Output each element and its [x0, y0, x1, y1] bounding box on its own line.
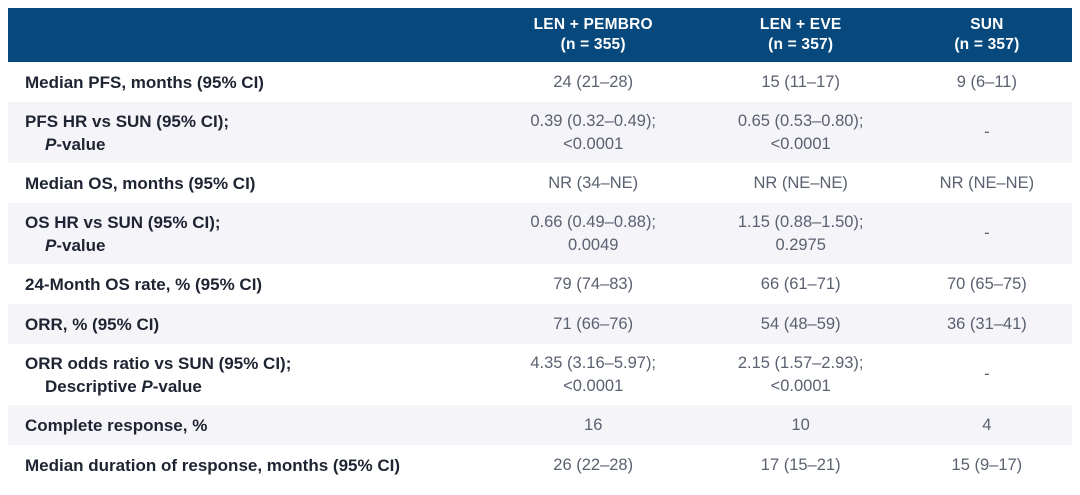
- table-row-median-dor: Median duration of response, months (95%…: [8, 445, 1072, 485]
- cell-value: -: [901, 203, 1072, 264]
- cell-value: -: [984, 365, 990, 383]
- row-label-line2-italic: P: [45, 134, 57, 154]
- column-header-sun: SUN (n = 357): [901, 8, 1072, 62]
- cell-value: -: [901, 102, 1072, 163]
- row-label-line2-rest: -value: [152, 376, 202, 396]
- row-label: 24-Month OS rate, % (95% CI): [25, 274, 263, 294]
- cell-value: 17 (15–21): [760, 455, 841, 474]
- cell-value: 54 (48–59): [699, 304, 902, 344]
- cell-value-line2: <0.0001: [563, 134, 624, 153]
- header-empty-cell: [8, 8, 487, 62]
- cell-value: 2.15 (1.57–2.93); <0.0001: [700, 344, 902, 405]
- row-label-line2-italic: P: [45, 235, 57, 255]
- cell-value-line2: <0.0001: [770, 134, 831, 153]
- row-label: ORR odds ratio vs SUN (95% CI); Descript…: [8, 344, 487, 405]
- cell-value: NR (NE–NE): [939, 173, 1035, 192]
- column-n-count: (n = 355): [560, 36, 626, 53]
- row-label: Median duration of response, months (95%…: [25, 455, 400, 475]
- row-label-line2-pre: Descriptive: [45, 376, 142, 396]
- cell-value: 4: [901, 405, 1072, 445]
- column-title: SUN: [970, 16, 1004, 33]
- cell-value-line2: 0.0049: [567, 235, 619, 254]
- row-label-line2: P-value: [25, 133, 479, 156]
- table-row-24mo-os-rate: 24-Month OS rate, % (95% CI) 79 (74–83) …: [8, 264, 1072, 304]
- row-label-line2: P-value: [25, 234, 479, 257]
- cell-value: 71 (66–76): [486, 304, 700, 344]
- row-label-line1: PFS HR vs SUN (95% CI);: [25, 111, 230, 131]
- column-title: LEN + EVE: [759, 16, 842, 33]
- row-label: PFS HR vs SUN (95% CI); P-value: [8, 102, 487, 163]
- row-label: Median OS, months (95% CI): [25, 173, 256, 193]
- row-label: Complete response, %: [8, 405, 487, 445]
- cell-value: 36 (31–41): [901, 304, 1072, 344]
- cell-value: 10: [699, 405, 902, 445]
- cell-value: 79 (74–83): [553, 274, 634, 293]
- table-row-median-os: Median OS, months (95% CI) NR (34–NE) NR…: [8, 163, 1072, 203]
- cell-value-line2: <0.0001: [770, 376, 831, 395]
- table-row-orr-odds-ratio: ORR odds ratio vs SUN (95% CI); Descript…: [8, 344, 1072, 405]
- cell-value: 15 (9–17): [951, 455, 1023, 474]
- cell-value: 4.35 (3.16–5.97); <0.0001: [487, 344, 700, 405]
- cell-value-line1: 0.39 (0.32–0.49);: [530, 111, 657, 130]
- row-label-line2: Descriptive P-value: [25, 375, 479, 398]
- cell-value: 15 (11–17): [761, 72, 840, 91]
- row-label: Median PFS, months (95% CI): [25, 72, 264, 92]
- column-n-count: (n = 357): [768, 36, 834, 53]
- cell-value: 24 (21–28): [553, 72, 634, 91]
- cell-value: 0.65 (0.53–0.80); <0.0001: [699, 102, 902, 163]
- row-label: ORR, % (95% CI): [8, 304, 487, 344]
- table-row-orr: ORR, % (95% CI) 71 (66–76) 54 (48–59) 36…: [8, 304, 1072, 344]
- cell-value: 16: [486, 405, 700, 445]
- header-row: LEN + PEMBRO (n = 355) LEN + EVE (n = 35…: [8, 8, 1072, 62]
- row-label-line2-italic: P: [141, 376, 153, 396]
- cell-value: 70 (65–75): [946, 274, 1027, 293]
- cell-value: 1.15 (0.88–1.50); 0.2975: [699, 203, 902, 264]
- efficacy-table-figure: LEN + PEMBRO (n = 355) LEN + EVE (n = 35…: [8, 8, 1072, 485]
- cell-value: 0.66 (0.49–0.88); 0.0049: [486, 203, 700, 264]
- cell-value-line2: 0.2975: [775, 235, 826, 254]
- cell-value: NR (NE–NE): [753, 173, 848, 192]
- efficacy-table: LEN + PEMBRO (n = 355) LEN + EVE (n = 35…: [8, 8, 1072, 485]
- cell-value-line1: 2.15 (1.57–2.93);: [737, 353, 864, 372]
- column-header-len-pembro: LEN + PEMBRO (n = 355): [486, 8, 700, 62]
- cell-value-line1: 4.35 (3.16–5.97);: [530, 353, 657, 372]
- cell-value-line1: 0.65 (0.53–0.80);: [737, 111, 864, 130]
- table-row-median-pfs: Median PFS, months (95% CI) 24 (21–28) 1…: [8, 62, 1072, 102]
- row-label-line1: ORR odds ratio vs SUN (95% CI);: [25, 353, 292, 373]
- column-header-len-eve: LEN + EVE (n = 357): [699, 8, 902, 62]
- cell-value-line1: 1.15 (0.88–1.50);: [737, 212, 864, 231]
- row-label-line1: OS HR vs SUN (95% CI);: [25, 212, 221, 232]
- column-n-count: (n = 357): [954, 36, 1020, 53]
- table-row-pfs-hr: PFS HR vs SUN (95% CI); P-value 0.39 (0.…: [8, 102, 1072, 163]
- cell-value: 66 (61–71): [760, 274, 841, 293]
- cell-value-line2: <0.0001: [563, 376, 624, 395]
- column-title: LEN + PEMBRO: [533, 16, 653, 33]
- cell-value: 9 (6–11): [956, 72, 1017, 91]
- row-label-line2-rest: -value: [56, 134, 106, 154]
- row-label: OS HR vs SUN (95% CI); P-value: [8, 203, 487, 264]
- table-row-complete-response: Complete response, % 16 10 4: [8, 405, 1072, 445]
- row-label-line2-rest: -value: [56, 235, 106, 255]
- cell-value: NR (34–NE): [548, 173, 639, 192]
- cell-value-line1: 0.66 (0.49–0.88);: [530, 212, 657, 231]
- cell-value: 26 (22–28): [553, 455, 634, 474]
- table-row-os-hr: OS HR vs SUN (95% CI); P-value 0.66 (0.4…: [8, 203, 1072, 264]
- cell-value: 0.39 (0.32–0.49); <0.0001: [486, 102, 700, 163]
